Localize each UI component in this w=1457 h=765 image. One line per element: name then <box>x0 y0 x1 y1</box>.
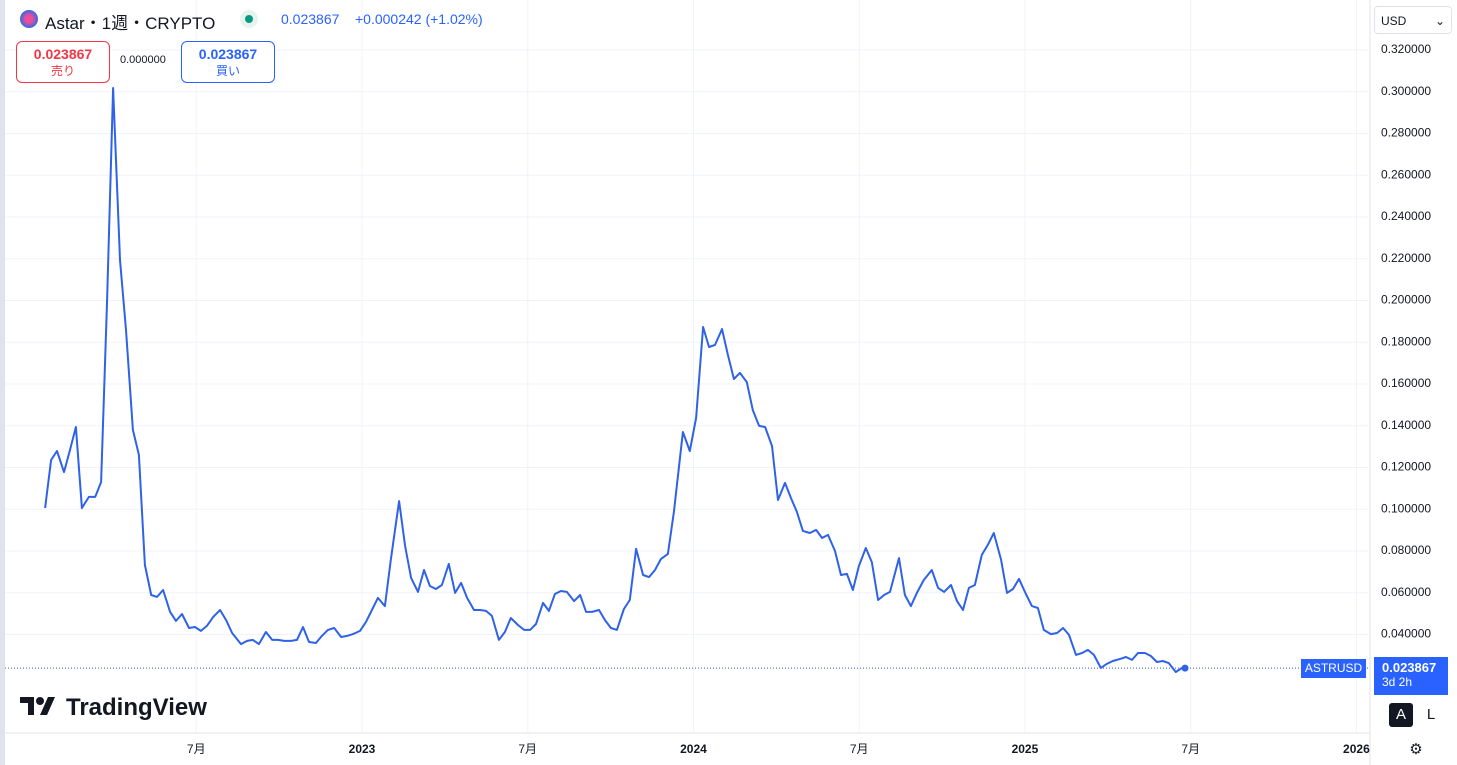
y-tick-label: 0.060000 <box>1381 585 1431 599</box>
y-tick-label: 0.040000 <box>1381 627 1431 641</box>
y-tick-label: 0.180000 <box>1381 334 1431 348</box>
plot <box>5 87 1370 673</box>
y-tick-label: 0.300000 <box>1381 84 1431 98</box>
buy-label: 買い <box>215 64 240 78</box>
tv-logo-mark <box>20 697 55 715</box>
sell-button[interactable]: 0.023867 売り <box>16 41 110 83</box>
sell-price: 0.023867 <box>33 46 93 62</box>
currency: USD <box>1381 14 1407 28</box>
currency-select[interactable]: USD ⌄ <box>1374 6 1452 34</box>
x-tick-label: 2024 <box>680 742 707 756</box>
x-tick-label: 7月 <box>1181 742 1200 756</box>
buy-button[interactable]: 0.023867 買い <box>181 41 275 83</box>
symbol-title: Astar・1週・CRYPTO <box>45 14 216 33</box>
x-tick-label: 7月 <box>850 742 869 756</box>
x-tick-label: 7月 <box>518 742 537 756</box>
grid <box>5 0 1370 733</box>
sell-label: 売り <box>50 64 75 78</box>
symbol-logo <box>20 10 38 28</box>
y-tick-label: 0.220000 <box>1381 251 1431 265</box>
log-scale-button[interactable]: L <box>1426 706 1436 723</box>
y-tick-label: 0.080000 <box>1381 543 1431 557</box>
price-line <box>44 87 1186 673</box>
x-tick-label: 2023 <box>349 742 376 756</box>
spread: 0.000000 <box>120 54 166 66</box>
symbol-tag: ASTRUSD <box>1301 659 1366 678</box>
y-tick-label: 0.260000 <box>1381 167 1431 181</box>
last-point <box>1181 664 1189 672</box>
buy-price: 0.023867 <box>198 46 258 62</box>
header-change: +0.000242 (+1.02%) <box>355 11 483 27</box>
x-tick-label: 2026 <box>1343 742 1370 756</box>
y-tick-label: 0.160000 <box>1381 376 1431 390</box>
settings-button[interactable]: ⚙ <box>1409 741 1423 758</box>
tv-logo <box>20 695 60 722</box>
header-price: 0.023867 <box>281 11 340 27</box>
tv-logo-text: TradingView <box>66 694 207 721</box>
last-price-tag: 0.023867 3d 2h <box>1374 657 1448 695</box>
y-tick-label: 0.320000 <box>1381 42 1431 56</box>
x-tick-label: 2025 <box>1012 742 1039 756</box>
market-status[interactable] <box>240 10 258 28</box>
left-border <box>0 0 5 765</box>
countdown: 3d 2h <box>1382 675 1413 689</box>
y-tick-label: 0.200000 <box>1381 293 1431 307</box>
y-tick-label: 0.140000 <box>1381 418 1431 432</box>
y-tick-label: 0.280000 <box>1381 126 1431 140</box>
y-tick-label: 0.100000 <box>1381 501 1431 515</box>
y-tick-label: 0.120000 <box>1381 460 1431 474</box>
auto-scale-button[interactable]: A <box>1389 703 1413 727</box>
x-tick-label: 7月 <box>187 742 206 756</box>
last-price: 0.023867 <box>1382 660 1437 675</box>
y-tick-label: 0.240000 <box>1381 209 1431 223</box>
